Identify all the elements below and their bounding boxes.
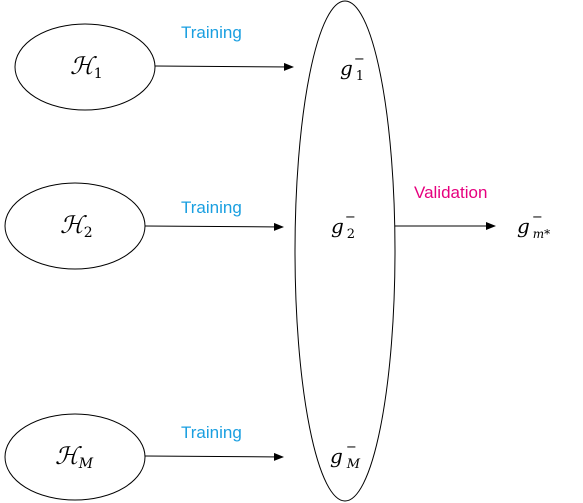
training-label-m: Training: [181, 423, 242, 442]
training-label-2: Training: [181, 198, 242, 217]
hypothesis-set-2: ℋ2: [5, 183, 145, 269]
training-arrow-1: [155, 66, 293, 67]
validation-label: Validation: [414, 183, 487, 202]
selected-hypothesis: g − m*: [517, 210, 550, 241]
training-arrow-2: [145, 226, 283, 227]
training-label-1: Training: [181, 23, 242, 42]
training-arrow-m: [145, 456, 283, 457]
hypothesis-set-1: ℋ1: [15, 24, 155, 110]
hypothesis-set-m: ℋM: [5, 414, 145, 500]
